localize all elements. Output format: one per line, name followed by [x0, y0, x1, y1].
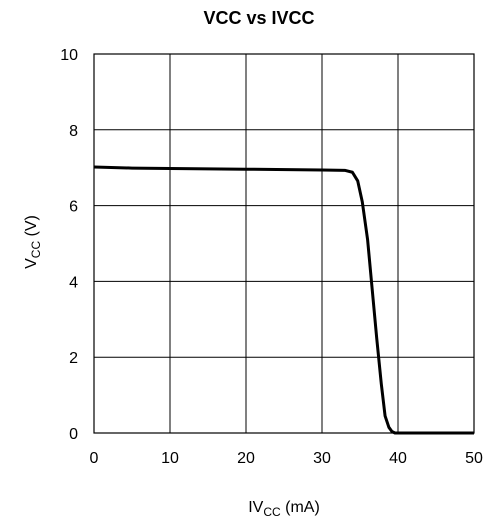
x-tick-label: 10	[161, 450, 179, 467]
x-tick-label: 50	[465, 450, 483, 467]
series-line	[93, 165, 474, 435]
y-tick-label: 0	[69, 426, 78, 443]
y-tick-label: 2	[69, 350, 78, 367]
y-tick-label: 10	[60, 47, 78, 64]
grid	[93, 53, 475, 434]
x-tick-label: 40	[389, 450, 407, 467]
chart-title: VCC vs IVCC	[203, 8, 314, 28]
y-axis-label: VCC (V)	[23, 215, 43, 269]
y-tick-label: 6	[69, 199, 78, 216]
x-tick-label: 30	[313, 450, 331, 467]
x-axis-label: IVCC (mA)	[248, 499, 320, 519]
y-tick-label: 4	[69, 274, 78, 291]
x-tick-label: 20	[237, 450, 255, 467]
x-tick-label: 0	[90, 450, 99, 467]
y-tick-labels: 0 2 4 6 8 10	[60, 47, 78, 443]
x-tick-labels: 0 10 20 30 40 50	[90, 450, 483, 467]
plot-frame	[93, 53, 475, 434]
y-tick-label: 8	[69, 123, 78, 140]
